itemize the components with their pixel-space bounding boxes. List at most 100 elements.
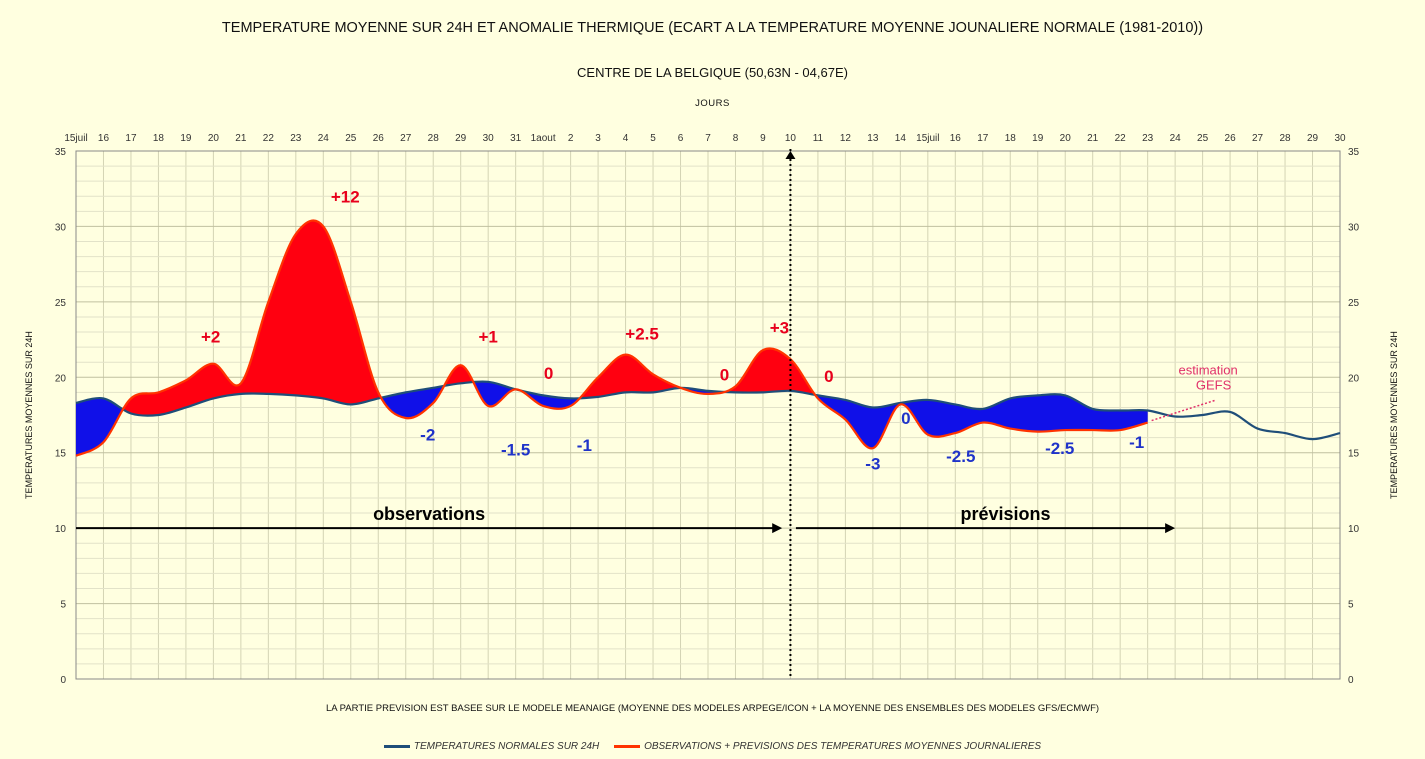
x-tick-label: 28 xyxy=(428,133,440,144)
x-tick-label: 22 xyxy=(263,133,275,144)
phase-arrow-head xyxy=(1165,523,1176,534)
forecast-divider-arrowhead xyxy=(785,151,796,159)
y-tick-label-left: 0 xyxy=(60,675,66,686)
anomaly-area-negative xyxy=(474,381,516,407)
x-tick-label: 3 xyxy=(595,133,601,144)
phase-label: observations xyxy=(373,504,485,524)
x-tick-label: 29 xyxy=(1307,133,1319,144)
x-tick-label: 23 xyxy=(290,133,302,144)
annotation-estimation: GEFS xyxy=(1196,377,1232,392)
x-tick-label: 20 xyxy=(208,133,220,144)
anomaly-label: 0 xyxy=(720,365,729,384)
x-tick-label: 15juil xyxy=(64,133,87,144)
anomaly-label: 0 xyxy=(901,409,910,428)
y-tick-label-left: 10 xyxy=(55,524,67,535)
x-tick-label: 17 xyxy=(977,133,989,144)
x-tick-label: 5 xyxy=(650,133,656,144)
anomaly-area-negative xyxy=(382,385,445,419)
x-tick-label: 25 xyxy=(1197,133,1209,144)
x-tick-label: 21 xyxy=(1087,133,1099,144)
y-tick-label-right: 30 xyxy=(1348,222,1360,233)
x-tick-label: 19 xyxy=(1032,133,1044,144)
y-tick-label-left: 25 xyxy=(55,298,67,309)
x-tick-label: 23 xyxy=(1142,133,1154,144)
legend-swatch-normal xyxy=(383,744,410,748)
x-tick-label: 24 xyxy=(1170,133,1182,144)
x-tick-label: 4 xyxy=(623,133,629,144)
x-tick-label: 13 xyxy=(867,133,879,144)
x-tick-label: 7 xyxy=(705,133,711,144)
x-tick-label: 27 xyxy=(1252,133,1264,144)
x-tick-label: 16 xyxy=(950,133,962,144)
y-tick-label-right: 5 xyxy=(1348,600,1354,611)
anomaly-label: +3 xyxy=(770,319,789,338)
anomaly-area-positive xyxy=(580,354,681,399)
anomaly-label: 0 xyxy=(544,364,553,383)
chart-subtitle: CENTRE DE LA BELGIQUE (50,63N - 04,67E) xyxy=(577,65,848,80)
anomaly-area-negative xyxy=(815,394,1148,449)
anomaly-label: -2.5 xyxy=(1045,439,1074,458)
x-tick-label: 18 xyxy=(153,133,165,144)
y-tick-label-left: 35 xyxy=(55,147,67,158)
legend-label-normal: TEMPERATURES NORMALES SUR 24H xyxy=(413,741,600,752)
x-tick-label: 26 xyxy=(1225,133,1237,144)
x-tick-label: 22 xyxy=(1115,133,1127,144)
legend-swatch-observed xyxy=(614,744,641,748)
anomaly-label: +2 xyxy=(201,328,220,347)
y-tick-label-right: 10 xyxy=(1348,524,1360,535)
legend: TEMPERATURES NORMALES SUR 24H OBSERVATIO… xyxy=(0,741,1425,752)
x-tick-label: 30 xyxy=(1334,133,1346,144)
x-tick-label: 25 xyxy=(345,133,357,144)
x-tick-label: 29 xyxy=(455,133,467,144)
chart-title: TEMPERATURE MOYENNE SUR 24H ET ANOMALIE … xyxy=(221,20,1204,36)
x-tick-label: 18 xyxy=(1005,133,1017,144)
x-tick-label: 12 xyxy=(840,133,852,144)
anomaly-label: -2 xyxy=(420,426,435,445)
anomaly-label: -1 xyxy=(577,436,592,455)
legend-label-observed: OBSERVATIONS + PREVISIONS DES TEMPERATUR… xyxy=(644,741,1042,752)
x-tick-label: 19 xyxy=(180,133,192,144)
y-tick-label-left: 15 xyxy=(55,449,67,460)
x-tick-label: 14 xyxy=(895,133,907,144)
legend-item-observed: OBSERVATIONS + PREVISIONS DES TEMPERATUR… xyxy=(614,741,1041,752)
y-tick-label-right: 35 xyxy=(1348,147,1360,158)
x-tick-label: 8 xyxy=(733,133,739,144)
x-tick-label: 15juil xyxy=(916,133,939,144)
x-tick-label: 11 xyxy=(813,133,824,144)
x-tick-label: 2 xyxy=(568,133,574,144)
x-tick-label: 17 xyxy=(125,133,137,144)
x-tick-label: 16 xyxy=(98,133,110,144)
y-tick-label-right: 20 xyxy=(1348,373,1360,384)
x-tick-label: 27 xyxy=(400,133,412,144)
anomaly-label: +12 xyxy=(331,187,360,206)
series-line-observed xyxy=(75,219,1148,457)
x-tick-label: 1aout xyxy=(531,133,556,144)
x-tick-label: 31 xyxy=(510,133,522,144)
x-tick-label: 21 xyxy=(235,133,247,144)
annotation-estimation: estimation xyxy=(1178,362,1237,377)
x-axis-label: JOURS xyxy=(695,98,730,109)
anomaly-label: 0 xyxy=(824,367,833,386)
anomaly-label: +1 xyxy=(478,328,497,347)
x-tick-label: 30 xyxy=(483,133,495,144)
y-tick-label-left: 20 xyxy=(55,373,67,384)
anomaly-label: -2.5 xyxy=(946,447,975,466)
anomaly-area-negative xyxy=(76,398,125,456)
series-line-normal xyxy=(75,380,1341,441)
x-tick-label: 9 xyxy=(760,133,766,144)
y-tick-label-left: 5 xyxy=(60,600,66,611)
estimation-pointer xyxy=(1151,399,1217,422)
y-tick-label-right: 15 xyxy=(1348,449,1360,460)
anomaly-label: -1 xyxy=(1129,433,1144,452)
x-tick-label: 26 xyxy=(373,133,385,144)
anomaly-area-positive xyxy=(124,220,383,416)
y-tick-label-right: 0 xyxy=(1348,675,1354,686)
anomaly-area-positive xyxy=(725,348,816,396)
phase-label: prévisions xyxy=(961,504,1051,524)
forecast-note: LA PARTIE PREVISION EST BASEE SUR LE MOD… xyxy=(325,703,1100,714)
anomaly-label: -1.5 xyxy=(501,441,530,460)
phase-arrow-head xyxy=(772,523,783,534)
anomaly-label: +2.5 xyxy=(625,325,659,344)
x-tick-label: 28 xyxy=(1279,133,1291,144)
